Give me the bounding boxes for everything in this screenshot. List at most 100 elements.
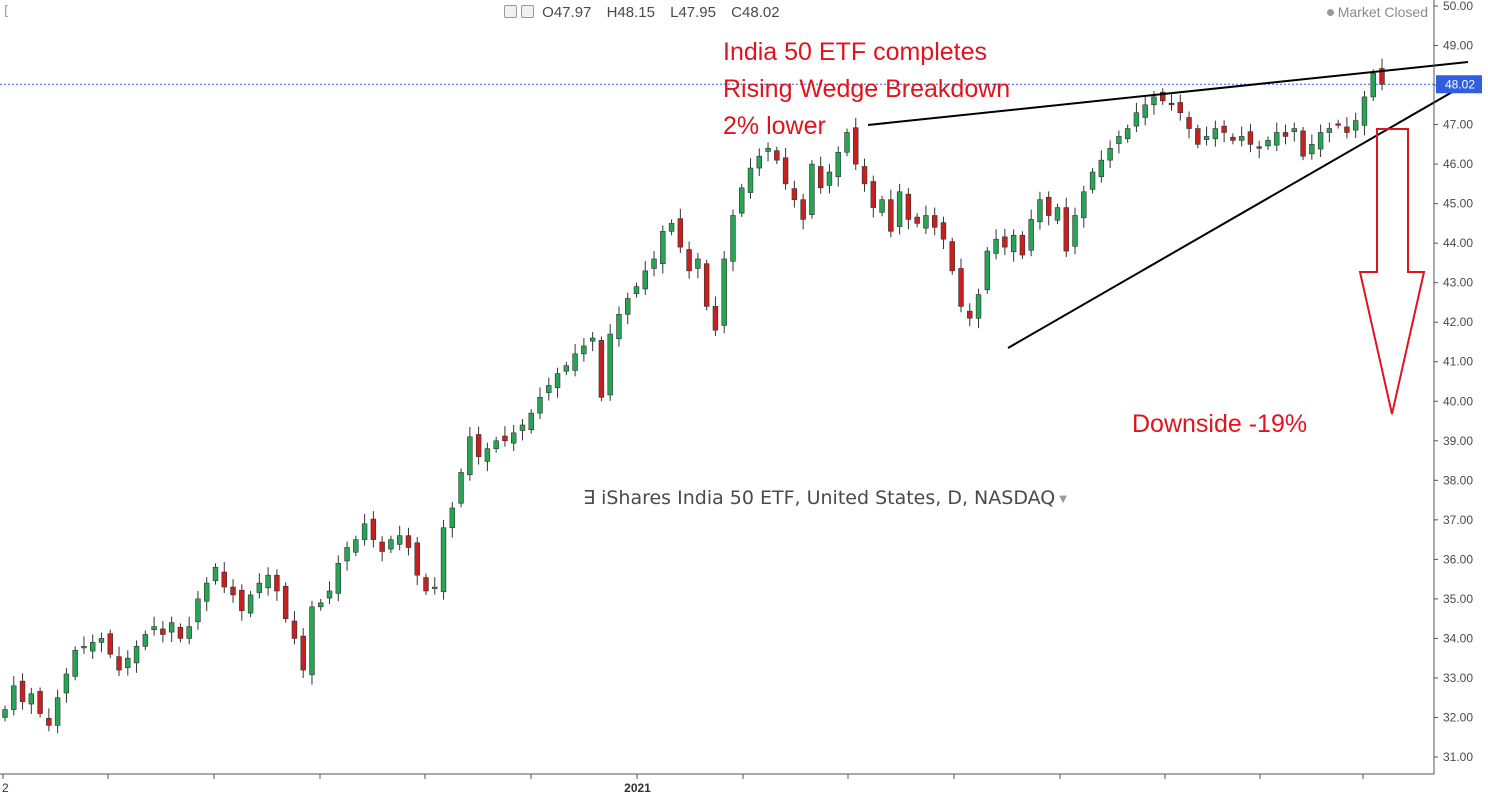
candle [633, 282, 640, 298]
candle-body [467, 436, 473, 476]
candle-body [642, 270, 648, 290]
high-value: H48.15 [606, 4, 655, 21]
time-tick-label: 2 [2, 781, 9, 795]
candle-body [984, 250, 991, 291]
candle [940, 216, 947, 250]
candle-body [870, 181, 877, 208]
candle [931, 207, 938, 236]
candle-body [81, 646, 87, 649]
candle [353, 535, 359, 557]
candle [870, 175, 877, 218]
candle [414, 536, 420, 586]
candle [1212, 120, 1219, 147]
symbol-legend[interactable]: ∃ iShares India 50 ETF, United States, D… [583, 487, 1067, 509]
price-tick-label: 50.00 [1443, 0, 1473, 13]
candle-body [423, 577, 429, 592]
candle [379, 536, 385, 562]
candle [1028, 209, 1034, 257]
candle [274, 569, 280, 601]
candle [993, 229, 999, 260]
candle-body [37, 691, 43, 714]
candle-body [879, 199, 885, 213]
candle-body [388, 539, 394, 550]
candle-body [528, 412, 534, 431]
candle [54, 689, 61, 734]
candle [800, 193, 806, 230]
candle [116, 646, 122, 676]
candle-body [475, 434, 482, 457]
candle-body [1098, 159, 1105, 178]
candle-body [379, 541, 385, 552]
candle [1203, 126, 1210, 146]
candle-body [651, 258, 657, 269]
candle-body [46, 717, 52, 726]
time-tick-label: 2021 [624, 781, 651, 795]
candle-body [116, 656, 122, 671]
candle-body [1010, 234, 1017, 253]
candle-body [1309, 144, 1315, 155]
wedge-upper-line [867, 61, 1469, 126]
candle [335, 555, 341, 602]
candle-body [300, 635, 306, 671]
candle [1247, 123, 1254, 153]
candle-body [1195, 128, 1201, 145]
candle-body [546, 385, 552, 393]
legend-collapse-icon[interactable]: ∃ [583, 487, 596, 509]
settings-icon[interactable] [504, 5, 517, 18]
candle-body [1072, 215, 1078, 247]
price-tick-label: 40.00 [1443, 394, 1473, 408]
candles-layer [2, 58, 1385, 734]
candle-body [791, 188, 798, 200]
price-tick-label: 35.00 [1443, 592, 1473, 606]
candle [975, 288, 982, 329]
candle-body [72, 649, 78, 677]
candle-body [98, 638, 105, 643]
candle-body [344, 547, 350, 562]
candle [1326, 122, 1333, 143]
candle-body [572, 353, 578, 371]
price-tick-label: 34.00 [1443, 631, 1473, 645]
candle [502, 426, 508, 447]
candle-body [502, 435, 508, 442]
candle-body [1352, 120, 1359, 131]
candle-body [519, 424, 526, 431]
candle [967, 303, 973, 327]
candle-body [1221, 125, 1227, 133]
candle-body [940, 222, 947, 240]
candle-body [625, 298, 631, 315]
candle-body [160, 628, 166, 635]
candle-body [361, 523, 368, 540]
candle-body [695, 258, 701, 269]
candle-body [11, 685, 17, 710]
candle-body [905, 193, 912, 220]
candle [739, 183, 745, 218]
price-tick-label: 43.00 [1443, 276, 1473, 290]
candle [528, 409, 534, 434]
candle-body [1186, 117, 1192, 129]
candle-body [405, 535, 412, 548]
candle-body [677, 218, 684, 248]
candle-body [1344, 126, 1350, 133]
price-tick-label: 45.00 [1443, 197, 1473, 211]
candle [554, 367, 561, 398]
candle-body [914, 216, 920, 224]
candle [2, 705, 8, 722]
candle-body [19, 680, 26, 702]
candle [896, 183, 903, 235]
candle [1195, 124, 1201, 149]
visibility-icon[interactable] [521, 5, 534, 18]
candle-body [1177, 102, 1183, 114]
candle [37, 687, 43, 718]
candle [318, 598, 324, 611]
candle [309, 600, 315, 685]
candle [1282, 124, 1289, 145]
chevron-down-icon[interactable]: ▼ [1059, 494, 1067, 505]
candle [432, 577, 438, 595]
downside-arrow [1358, 128, 1426, 415]
candle-body [239, 589, 245, 612]
candle [1072, 207, 1078, 255]
candle-body [958, 268, 964, 307]
candle [703, 259, 710, 311]
candle-body [449, 507, 456, 529]
